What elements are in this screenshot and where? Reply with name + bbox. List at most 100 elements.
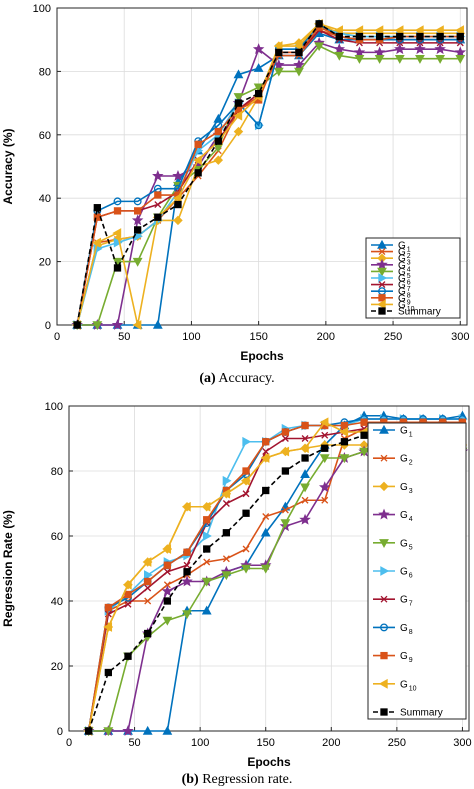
data-point <box>163 568 171 576</box>
data-point <box>293 59 305 70</box>
data-point <box>354 25 364 36</box>
y-tick-label: 100 <box>45 401 63 413</box>
legend-label: Summary <box>400 708 443 719</box>
data-point <box>281 467 290 475</box>
data-point <box>301 435 309 442</box>
data-point <box>163 561 172 569</box>
data-point <box>455 25 464 36</box>
data-point <box>142 725 153 735</box>
data-point <box>262 513 270 520</box>
data-point <box>132 257 143 267</box>
data-point <box>340 438 349 446</box>
data-point <box>104 603 112 612</box>
legend-subscript: 6 <box>407 280 411 287</box>
y-tick-label: 80 <box>39 66 51 78</box>
data-point <box>203 516 211 524</box>
data-point <box>233 93 244 102</box>
data-point <box>260 564 271 574</box>
y-tick-label: 100 <box>33 3 51 15</box>
legend-swatch-marker <box>377 267 387 277</box>
data-point <box>172 193 182 204</box>
data-point <box>273 67 284 77</box>
data-point <box>334 25 343 36</box>
data-point <box>104 668 112 677</box>
data-point <box>300 483 310 493</box>
data-point <box>144 584 152 592</box>
data-point <box>242 436 252 447</box>
data-point <box>394 43 406 55</box>
legend-subscript: 4 <box>409 516 413 523</box>
data-point <box>92 321 103 331</box>
data-point <box>203 531 212 541</box>
legend-swatch-marker <box>379 539 389 548</box>
data-point <box>162 544 172 554</box>
data-point <box>299 513 311 525</box>
y-tick-label: 0 <box>57 726 63 738</box>
legend-swatch-marker <box>380 454 388 462</box>
data-point <box>131 214 144 226</box>
x-tick-label: 50 <box>118 331 130 343</box>
data-point <box>124 590 132 599</box>
series-line <box>77 45 461 326</box>
plot-frame <box>68 405 470 732</box>
x-tick-label: 250 <box>384 331 402 343</box>
legend-subscript: 5 <box>409 544 413 551</box>
data-point <box>315 20 323 28</box>
data-point <box>414 25 424 36</box>
x-tick-label: 250 <box>388 737 406 749</box>
data-point <box>233 110 243 121</box>
y-axis-label: Regression Rate (%) <box>1 510 15 627</box>
data-point <box>194 140 202 148</box>
data-point <box>162 616 173 626</box>
data-point <box>174 200 182 209</box>
legend-swatch-marker <box>378 248 386 256</box>
caption-label: (a) <box>199 371 216 386</box>
data-point <box>173 215 183 226</box>
data-point <box>201 501 211 512</box>
data-point <box>144 597 152 605</box>
legend-subscript: 7 <box>409 601 413 608</box>
data-point <box>154 191 162 199</box>
data-point <box>242 509 250 517</box>
data-point <box>314 42 325 52</box>
data-point <box>333 43 346 55</box>
data-point <box>122 724 134 736</box>
legend-subscript: 2 <box>407 253 411 260</box>
data-point <box>339 454 350 464</box>
legend-subscript: 8 <box>409 629 413 636</box>
data-point <box>299 443 309 454</box>
legend-swatch-marker <box>378 508 390 520</box>
legend-subscript: 6 <box>409 573 413 580</box>
data-point <box>334 51 345 61</box>
data-point <box>301 421 309 430</box>
legend-subscript: 3 <box>409 488 413 495</box>
legend-swatch-marker <box>378 281 386 289</box>
plot-frame <box>56 7 468 326</box>
data-point <box>122 579 132 590</box>
data-point <box>262 486 270 495</box>
x-tick-label: 200 <box>322 737 340 749</box>
y-tick-label: 60 <box>51 531 63 543</box>
data-point <box>253 63 264 72</box>
data-point <box>454 46 467 58</box>
data-point <box>93 204 101 212</box>
data-point <box>455 55 466 64</box>
y-tick-label: 40 <box>39 193 51 205</box>
data-point <box>416 32 424 41</box>
data-point <box>415 55 425 64</box>
data-point <box>233 126 244 137</box>
data-point <box>435 55 446 64</box>
x-tick-label: 150 <box>257 737 275 749</box>
data-point <box>394 25 404 36</box>
chart-2: 0 50 100 150 200 250 300 0 20 40 60 80 100 Epochs Regr… <box>1 401 472 787</box>
data-point <box>281 506 289 514</box>
data-point <box>260 453 270 463</box>
data-point <box>183 548 191 556</box>
data-point <box>172 169 184 181</box>
data-point <box>163 597 172 605</box>
data-point <box>203 558 211 566</box>
data-point <box>240 475 250 486</box>
legend-swatch-marker <box>380 566 390 576</box>
data-point <box>294 67 304 77</box>
